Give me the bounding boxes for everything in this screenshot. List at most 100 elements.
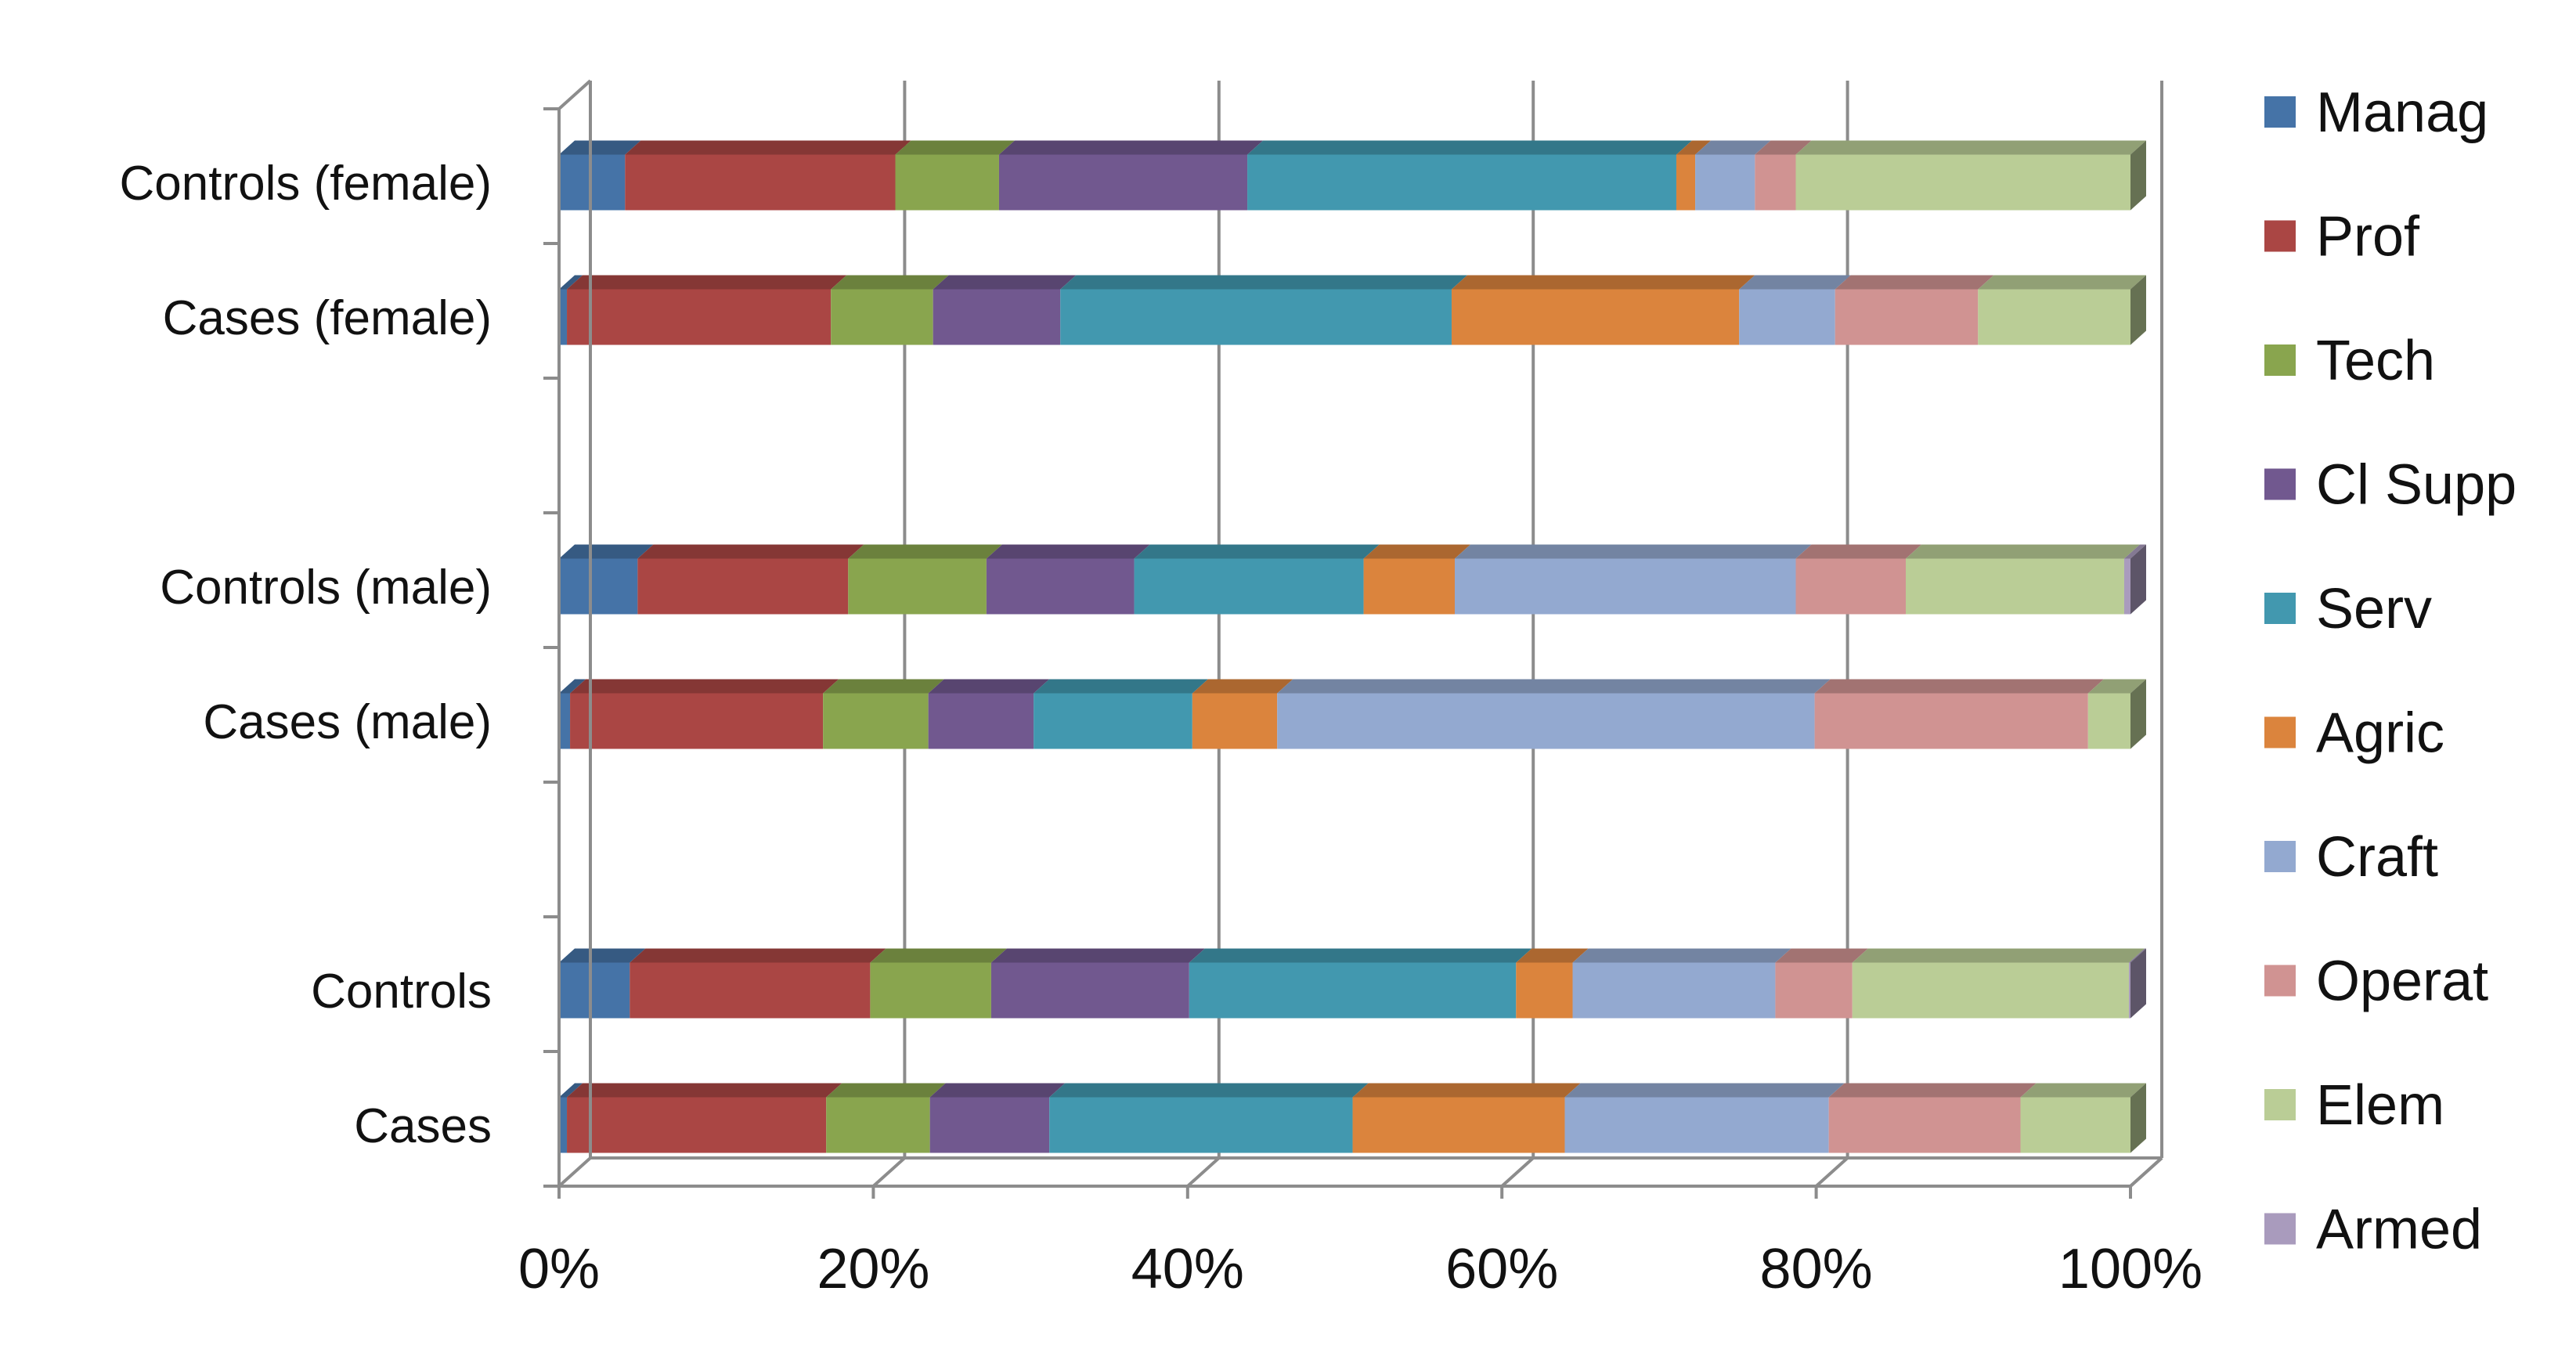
bar-segment-top [1134, 544, 1380, 559]
legend-label: Prof [2316, 206, 2420, 269]
legend-item: Prof [2264, 206, 2420, 269]
legend-label: Armed [2316, 1199, 2482, 1261]
bar-segment-top [1739, 275, 1851, 290]
bar-segment-top [848, 544, 1002, 559]
bar-segment-top [1451, 275, 1755, 290]
gridlines [557, 81, 2163, 1188]
bar-segment-top [1189, 948, 1532, 963]
x-tick-label: 100% [2058, 1238, 2203, 1300]
floor-gridline [1815, 1156, 1849, 1188]
legend-label: Elem [2316, 1074, 2444, 1137]
bar-segment-top [1852, 948, 2145, 963]
legend-item: Serv [2264, 578, 2432, 640]
bar-segment-top [2087, 679, 2146, 694]
bar-segment [1676, 154, 1696, 211]
bar-segment [559, 558, 638, 615]
bar-segment [933, 289, 1061, 345]
bar-segment [1060, 289, 1452, 345]
bar-segment-top [1978, 275, 2146, 290]
floor-gridline [1186, 1156, 1221, 1188]
legend-swatch [2264, 468, 2296, 500]
bar-segment-top [2128, 948, 2146, 963]
bar-segment-top [1755, 140, 1812, 155]
bar-segment-top [1034, 679, 1208, 694]
bar-segment [1451, 289, 1740, 345]
bar-segment [895, 154, 999, 211]
legend-label: Tech [2316, 330, 2435, 392]
legend-label: Serv [2316, 578, 2432, 640]
bar-segment-top [1363, 544, 1470, 559]
category-label: Cases [354, 1099, 492, 1153]
bar-segment-top [559, 1083, 583, 1098]
legend-swatch [2264, 96, 2296, 128]
bar-segment-top [1049, 1083, 1369, 1098]
bar-segment [870, 962, 991, 1019]
bar-segment [1978, 289, 2130, 345]
bar-segment [1814, 693, 2088, 749]
category-label: Controls [311, 965, 492, 1019]
legend-item: Operat [2264, 950, 2488, 1013]
x-tick-label: 0% [518, 1238, 600, 1300]
bar-segment-top [831, 275, 949, 290]
legend-label: Manag [2316, 81, 2488, 144]
bar-segment [1454, 558, 1796, 615]
bar-segment [848, 558, 987, 615]
floor-gridline [557, 1156, 592, 1188]
bar-segment [559, 154, 626, 211]
bar-segment [625, 154, 896, 211]
bar-segment [630, 962, 871, 1019]
bar-segment-top [1516, 948, 1589, 963]
bar-segment [1189, 962, 1517, 1019]
bar-segment [826, 1097, 930, 1153]
bar-segment [1034, 693, 1192, 749]
bar-segment [567, 289, 832, 345]
bar-segment [1192, 693, 1278, 749]
legend-item: Agric [2264, 702, 2444, 765]
legend-item: Craft [2264, 826, 2438, 889]
bar-segment [570, 693, 824, 749]
legend-label: Operat [2316, 950, 2488, 1013]
legend-swatch [2264, 593, 2296, 624]
bar-segment [567, 1097, 827, 1153]
bar-segment-top [928, 679, 1050, 694]
category-label: Cases (male) [203, 695, 492, 749]
x-tick-labels: 0% 20% 40% 60% 80% 100% [518, 1238, 2203, 1300]
axes [543, 79, 2163, 1199]
floor-gridline [872, 1156, 906, 1188]
bar-segment [1852, 962, 2129, 1019]
bar-segment-top [1695, 140, 1771, 155]
category-label: Controls (female) [120, 157, 492, 211]
bar-segment-side [2130, 948, 2146, 1019]
bar-segment-top [823, 679, 944, 694]
bar-segment [1755, 154, 1796, 211]
bar-segment [1905, 558, 2124, 615]
legend-swatch [2264, 1213, 2296, 1245]
x-tick-label: 60% [1445, 1238, 1558, 1300]
bar-segment-top [625, 140, 911, 155]
legend-swatch [2264, 965, 2296, 997]
legend-swatch [2264, 841, 2296, 872]
bar-segment-top [559, 544, 654, 559]
bar-segment-top [929, 1083, 1066, 1098]
legend-label: Craft [2316, 826, 2438, 889]
bar-segment [1134, 558, 1364, 615]
bar-segment [1564, 1097, 1829, 1153]
bar-segment [2020, 1097, 2130, 1153]
category-label: Cases (female) [163, 291, 492, 345]
bar-segment [559, 289, 568, 345]
bar-segment-top [1814, 679, 2104, 694]
bar-segment-top [559, 679, 586, 694]
bar-segment [1363, 558, 1455, 615]
bar-segment [1775, 962, 1853, 1019]
bar-segment-top [570, 679, 839, 694]
y-category-labels: Controls (female) Cases (female) Controls … [120, 157, 492, 1153]
bar-segment [986, 558, 1135, 615]
x-tick-label: 80% [1760, 1238, 1873, 1300]
x-tick-label: 40% [1131, 1238, 1244, 1300]
bar-segment-top [895, 140, 1015, 155]
legend-label: Agric [2316, 702, 2444, 765]
bar-segment-top [1795, 544, 1921, 559]
legend-swatch [2264, 220, 2296, 252]
bar-segment [1795, 154, 2130, 211]
floor-right-edge [2129, 1156, 2163, 1188]
